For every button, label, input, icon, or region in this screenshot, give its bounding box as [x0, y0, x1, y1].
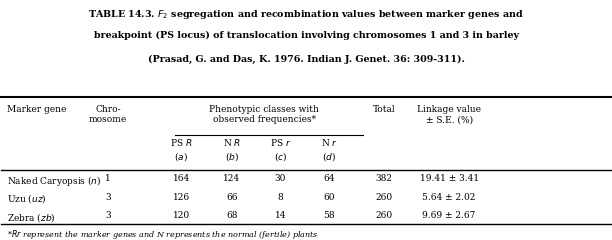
- Text: 3: 3: [105, 211, 111, 220]
- Text: N $R$
($b$): N $R$ ($b$): [223, 137, 241, 162]
- Text: Naked Caryopsis ($n$): Naked Caryopsis ($n$): [7, 174, 102, 188]
- Text: 164: 164: [173, 174, 190, 183]
- Text: 8: 8: [277, 192, 283, 202]
- Text: Marker gene: Marker gene: [7, 105, 67, 114]
- Text: Chro-
mosome: Chro- mosome: [89, 105, 127, 124]
- Text: *$Rr$ represent the marker genes and N represents the normal (fertile) plants: *$Rr$ represent the marker genes and N r…: [7, 228, 319, 240]
- Text: PS $r$
($c$): PS $r$ ($c$): [270, 137, 291, 162]
- Text: 68: 68: [226, 211, 237, 220]
- Text: 30: 30: [275, 174, 286, 183]
- Text: 120: 120: [173, 211, 190, 220]
- Text: Phenotypic classes with
observed frequencies*: Phenotypic classes with observed frequen…: [209, 105, 319, 124]
- Text: 66: 66: [226, 192, 237, 202]
- Text: (Prasad, G. and Das, K. 1976. Indian J. Genet. 36: 309-311).: (Prasad, G. and Das, K. 1976. Indian J. …: [147, 55, 465, 64]
- Text: 9.69 ± 2.67: 9.69 ± 2.67: [422, 211, 476, 220]
- Text: 3: 3: [105, 192, 111, 202]
- Text: PS $R$
($a$): PS $R$ ($a$): [170, 137, 192, 162]
- Text: TABLE 14.3. $F_2$ segregation and recombination values between marker genes and: TABLE 14.3. $F_2$ segregation and recomb…: [88, 8, 524, 21]
- Text: N $r$
($d$): N $r$ ($d$): [321, 137, 338, 162]
- Text: Uzu ($uz$): Uzu ($uz$): [7, 192, 47, 205]
- Text: Zebra ($zb$): Zebra ($zb$): [7, 211, 56, 224]
- Text: 260: 260: [375, 192, 392, 202]
- Text: 382: 382: [376, 174, 392, 183]
- Text: breakpoint (PS locus) of translocation involving chromosomes 1 and 3 in barley: breakpoint (PS locus) of translocation i…: [94, 31, 518, 41]
- Text: 1: 1: [105, 174, 111, 183]
- Text: 126: 126: [173, 192, 190, 202]
- Text: 19.41 ± 3.41: 19.41 ± 3.41: [420, 174, 479, 183]
- Text: 60: 60: [323, 192, 335, 202]
- Text: Linkage value
± S.E. (%): Linkage value ± S.E. (%): [417, 105, 481, 124]
- Text: 64: 64: [323, 174, 335, 183]
- Text: 260: 260: [375, 211, 392, 220]
- Text: 124: 124: [223, 174, 241, 183]
- Text: 14: 14: [275, 211, 286, 220]
- Text: 5.64 ± 2.02: 5.64 ± 2.02: [422, 192, 476, 202]
- Text: 58: 58: [323, 211, 335, 220]
- Text: Total: Total: [373, 105, 395, 114]
